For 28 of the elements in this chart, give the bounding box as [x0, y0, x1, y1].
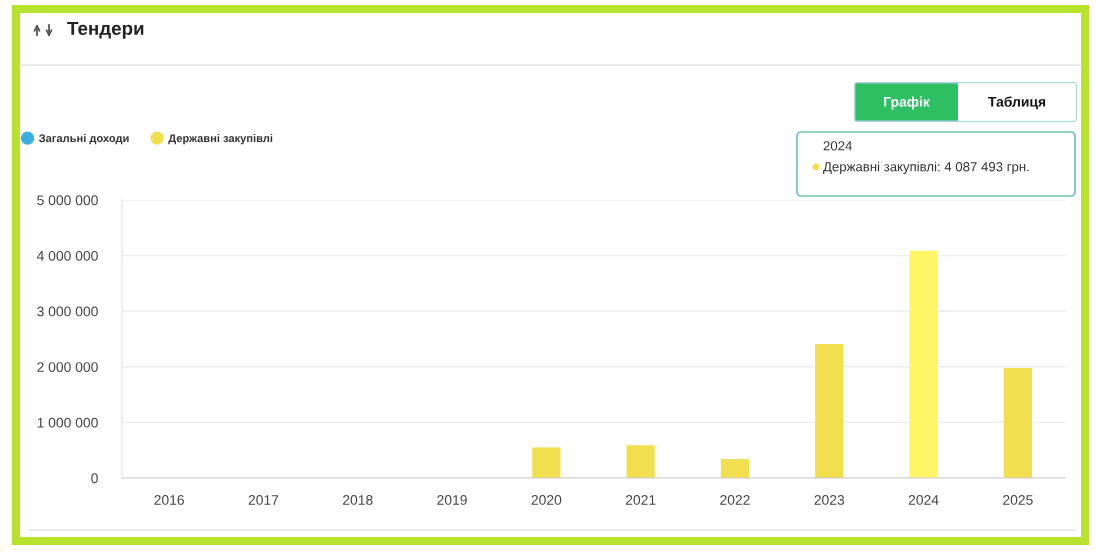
y-tick-label: 0 — [91, 473, 98, 484]
bar — [909, 250, 938, 478]
x-tick-label: 2022 — [720, 495, 750, 505]
x-tick-label: 2017 — [248, 495, 279, 505]
x-tick-label: 2019 — [437, 495, 467, 505]
text: Графік — [884, 96, 930, 110]
x-tick-label: 2018 — [343, 495, 373, 505]
bar — [532, 447, 561, 478]
x-tick-label: 2024 — [908, 495, 939, 505]
legend-label: Державні закупівлі — [168, 134, 273, 145]
bar — [1003, 367, 1032, 478]
y-tick-label: 4 000 000 — [36, 250, 98, 261]
y-tick-label: 2 000 000 — [37, 362, 98, 372]
x-tick-label: 2025 — [1003, 495, 1033, 505]
x-tick-label: 2016 — [154, 495, 184, 505]
y-tick-label: 1 000 000 — [37, 417, 98, 428]
legend-label: Загальні доходи — [38, 134, 129, 145]
chart-title: Тендери — [67, 21, 144, 39]
text: 2024 Державні закупівлі: 4 087 493 грн. — [823, 141, 1029, 174]
bar — [626, 445, 655, 478]
x-tick-label: 2021 — [625, 495, 656, 505]
y-tick-label: 3 000 000 — [37, 306, 98, 317]
bar — [720, 459, 750, 478]
bar — [815, 344, 844, 478]
text: Таблиця — [988, 96, 1046, 110]
x-tick-label: 2020 — [531, 495, 562, 505]
x-tick-label: 2023 — [814, 495, 845, 505]
y-tick-label: 5 000 000 — [37, 195, 98, 206]
